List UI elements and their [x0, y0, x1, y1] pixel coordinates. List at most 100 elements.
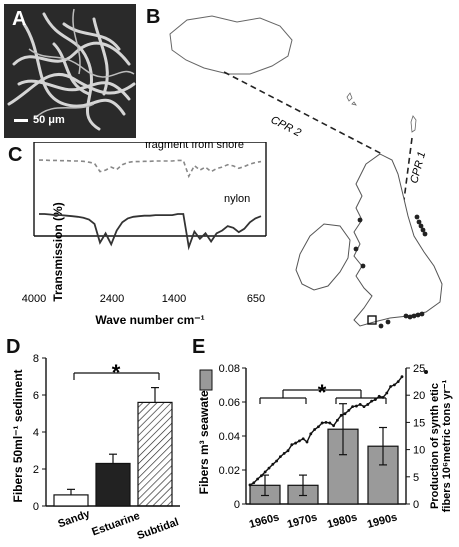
c-xlabel: Wave number cm⁻¹ — [95, 313, 204, 327]
c-legend-top: fragment from shore — [145, 142, 244, 151]
sampling-sites — [353, 214, 428, 329]
e-category-1990s: 1990s — [366, 511, 399, 531]
e-ylabel-left: Fibers m³ seawater — [197, 385, 211, 494]
e-production-point — [263, 470, 267, 474]
ireland-outline — [295, 223, 351, 291]
panel-d-chart: D Fibers 50ml⁻¹ sediment 0 2 4 6 8 Sandy Estu… — [4, 336, 186, 542]
e-production-point — [366, 403, 370, 406]
e-production-point — [248, 483, 252, 487]
uk-map: CPR 2 CPR 1 — [169, 15, 443, 329]
e-production-point — [389, 385, 392, 388]
cpr-2-label: CPR 2 — [269, 114, 303, 139]
study-site-square — [367, 315, 377, 325]
c-xtick-2400: 2400 — [100, 293, 124, 305]
d-category-estuarine: Estuarine — [90, 510, 141, 538]
cpr-1-route — [403, 137, 413, 201]
scale-bar-label: 50 μm — [33, 114, 65, 126]
panel-label-d: D — [6, 336, 21, 358]
d-ytick-label: 0 — [33, 501, 39, 513]
scale-bar-line — [14, 118, 28, 122]
e-bar-legend-swatch — [199, 369, 213, 391]
e-production-point — [355, 404, 358, 408]
d-bar-subtidal — [137, 401, 173, 507]
e-category-1980s: 1980s — [326, 511, 359, 531]
e-ytick-right-label: 20 — [413, 390, 425, 402]
e-production-point — [351, 405, 354, 409]
e-production-point — [370, 399, 373, 403]
faroe-islands — [346, 92, 357, 106]
panel-e-chart: E Fibers m³ seawater Production of synth… — [188, 336, 456, 542]
e-production-point — [313, 428, 316, 431]
e-sig-star: * — [318, 380, 327, 405]
d-sig-star: * — [112, 360, 121, 385]
e-ylabel-right-1: Production of synth etic — [429, 383, 441, 509]
d-ytick-label: 2 — [33, 464, 39, 476]
e-production-point — [385, 391, 389, 395]
e-ytick-left-label: 0.06 — [219, 397, 240, 409]
e-production-point — [317, 425, 320, 429]
d-bar-estuarine — [95, 462, 131, 507]
c-xtick-650: 650 — [247, 293, 265, 305]
panel-label-c: C — [8, 144, 23, 166]
d-ylabel: Fibers 50ml⁻¹ sediment — [11, 369, 25, 502]
c-series-nylon — [39, 213, 262, 251]
panel-b-map: B CPR 2 CPR 1 — [142, 4, 456, 336]
e-production-point — [309, 432, 313, 436]
e-significance-bracket: * — [259, 380, 387, 405]
e-ytick-left-label: 0.02 — [219, 465, 240, 477]
spectra-chart: fragment from shore nylon Transmission (… — [22, 139, 267, 327]
panel-a-micrograph: A 50 μm — [4, 4, 136, 138]
panel-c-spectra: C fragment from shore nylon Transmission… — [4, 139, 268, 332]
e-production-point — [271, 462, 275, 466]
e-production-point — [301, 437, 305, 441]
e-production-point — [282, 452, 286, 455]
e-ytick-left-label: 0 — [234, 499, 240, 511]
e-ytick-left-label: 0.04 — [219, 431, 240, 443]
panel-label-a: A — [12, 8, 27, 30]
e-production-point — [362, 405, 366, 409]
e-production-point — [290, 443, 294, 447]
cpr-1-label: CPR 1 — [408, 150, 428, 184]
e-production-point — [374, 398, 377, 401]
e-production-point — [324, 421, 328, 424]
e-production-point — [343, 412, 347, 416]
e-ytick-right-label: 10 — [413, 445, 425, 457]
fiber-micrograph-image — [7, 8, 136, 131]
sediment-bar-chart: Fibers 50ml⁻¹ sediment 0 2 4 6 8 SandyEstuar… — [11, 353, 180, 542]
e-production-point — [279, 455, 282, 459]
e-production-point — [393, 383, 396, 387]
c-xtick-1400: 1400 — [162, 293, 186, 305]
iceland-outline — [169, 15, 293, 75]
e-line-legend-marker — [424, 370, 428, 374]
e-production-point — [377, 394, 381, 398]
e-production-point — [328, 421, 332, 425]
d-ytick-label: 4 — [33, 427, 39, 439]
e-ylabel-right-2: fibers 10⁶metric tons yr⁻¹ — [441, 379, 453, 512]
d-bar-sandy — [53, 494, 89, 507]
e-production-point — [294, 441, 297, 445]
scale-bar: 50 μm — [14, 114, 65, 126]
c-legend-bottom: nylon — [224, 193, 250, 205]
c-xtick-4000: 4000 — [22, 293, 46, 305]
e-production-point — [260, 474, 263, 478]
e-production-point — [305, 440, 309, 444]
e-production-point — [252, 481, 256, 485]
d-category-sandy: Sandy — [56, 508, 92, 531]
panel-label-b: B — [146, 6, 161, 28]
e-category-1970s: 1970s — [286, 511, 319, 531]
e-production-point — [339, 413, 343, 417]
d-significance-bracket: * — [73, 360, 160, 385]
e-production-point — [298, 439, 301, 443]
e-production-point — [332, 424, 335, 428]
panel-label-e: E — [192, 336, 206, 358]
c-ylabel: Transmission (%) — [51, 202, 65, 301]
e-production-point — [336, 418, 339, 422]
e-category-1960s: 1960s — [248, 511, 281, 531]
e-production-point — [275, 459, 278, 463]
e-production-point — [358, 403, 362, 406]
e-production-point — [347, 409, 351, 412]
e-production-point — [400, 375, 404, 379]
e-production-point — [320, 421, 324, 425]
e-ytick-right-label: 0 — [413, 499, 419, 511]
e-ytick-right-label: 25 — [413, 363, 425, 375]
